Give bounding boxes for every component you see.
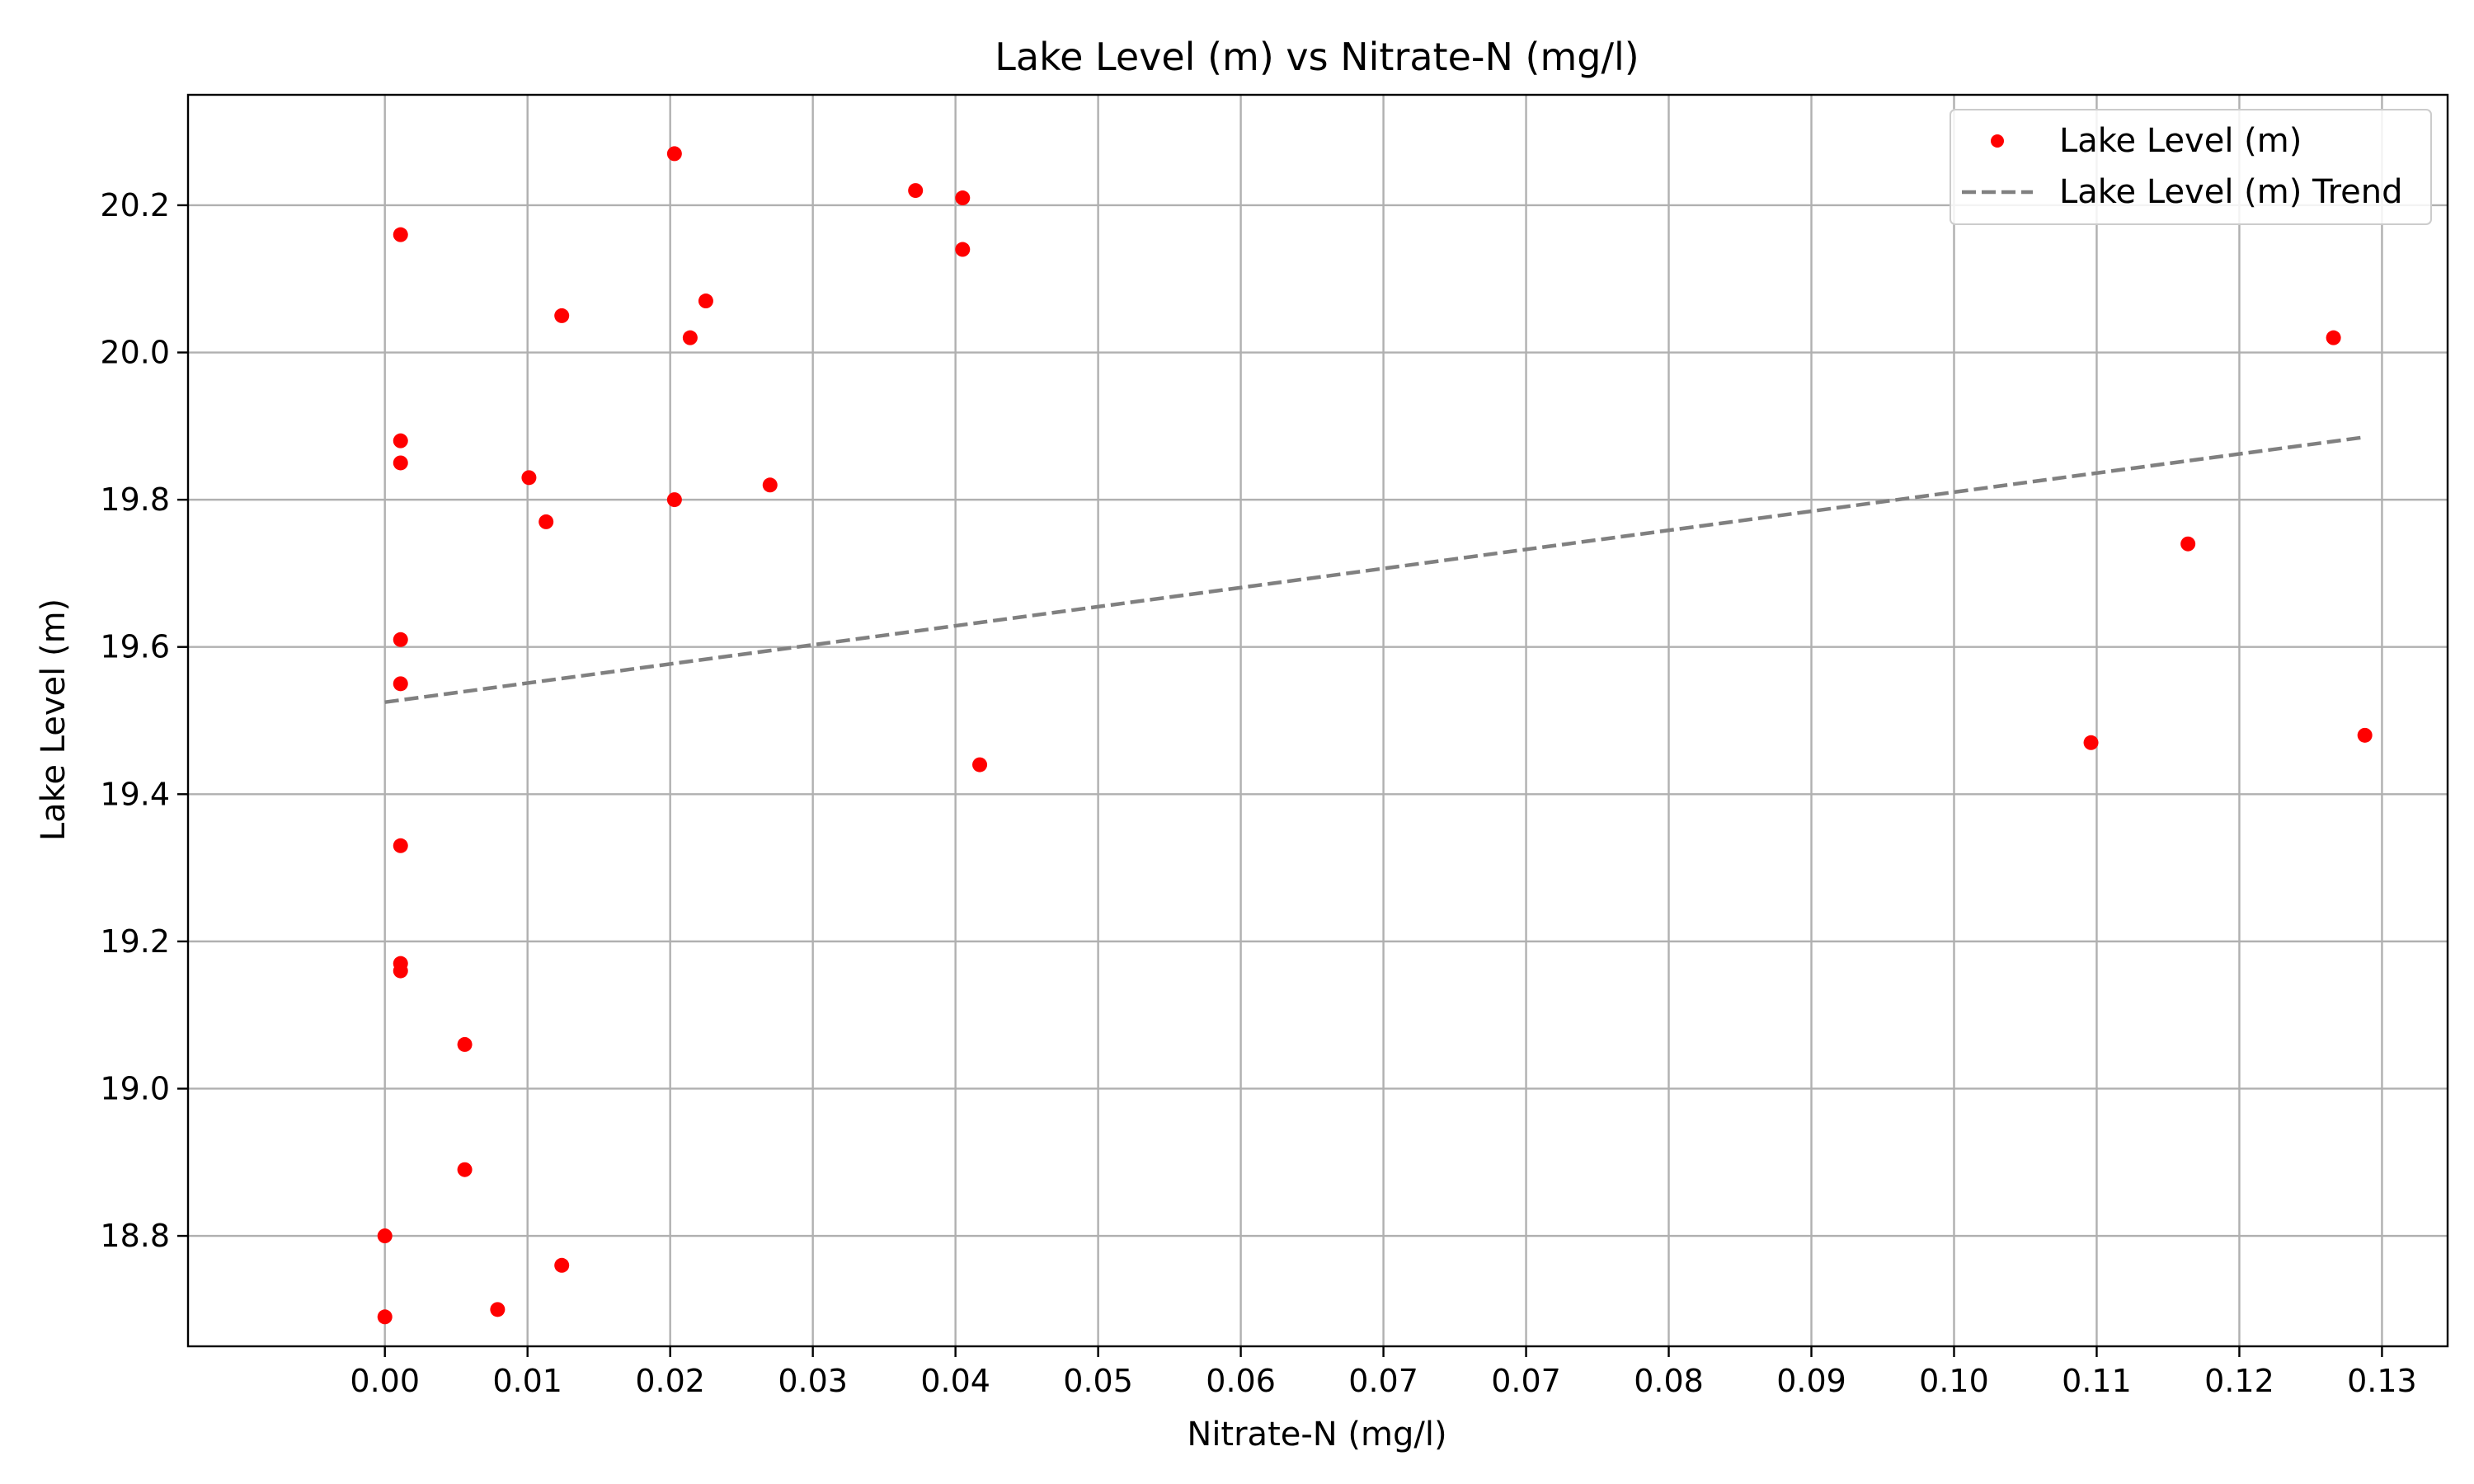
- x-tick-label: 0.06: [1206, 1363, 1276, 1399]
- legend-box: [1950, 109, 2432, 225]
- legend-label-scatter: Lake Level (m): [2059, 122, 2302, 160]
- scatter-point: [554, 308, 570, 323]
- legend: Lake Level (m) Lake Level (m) Trend: [1950, 109, 2432, 225]
- scatter-point: [393, 227, 408, 242]
- grid: [188, 95, 2448, 1346]
- x-tick-label: 0.08: [1634, 1363, 1704, 1399]
- scatter-point: [490, 1302, 506, 1317]
- scatter-point: [377, 1228, 393, 1244]
- x-tick-label: 0.11: [2062, 1363, 2132, 1399]
- y-tick-label: 19.8: [100, 481, 170, 518]
- y-tick-label: 19.6: [100, 629, 170, 665]
- scatter-point: [521, 470, 537, 486]
- scatter-point: [698, 294, 713, 309]
- scatter-point: [393, 676, 408, 692]
- y-tick-label: 19.2: [100, 923, 170, 960]
- scatter-point: [554, 1257, 570, 1273]
- scatter-point: [457, 1036, 473, 1052]
- y-tick-label: 19.4: [100, 776, 170, 812]
- scatter-point: [539, 514, 554, 529]
- x-tick-label: 0.01: [492, 1363, 562, 1399]
- y-tick-label: 19.0: [100, 1070, 170, 1106]
- scatter-point: [955, 190, 971, 206]
- scatter-point: [972, 757, 988, 773]
- scatter-point: [393, 455, 408, 471]
- x-tick-label: 0.10: [1919, 1363, 1989, 1399]
- scatter-point: [2357, 727, 2373, 743]
- legend-marker-scatter: [1991, 134, 2004, 148]
- y-tick-label: 20.0: [100, 335, 170, 371]
- x-tick-label: 0.13: [2347, 1363, 2417, 1399]
- x-tick-label: 0.12: [2204, 1363, 2274, 1399]
- scatter-point: [393, 632, 408, 647]
- scatter-point: [377, 1309, 393, 1325]
- scatter-point: [666, 492, 682, 508]
- trend-line: [384, 434, 2365, 704]
- x-tick-label: 0.04: [920, 1363, 990, 1399]
- trend-line-layer: [384, 434, 2365, 704]
- x-tick-label: 0.07: [1348, 1363, 1418, 1399]
- scatter-point: [393, 433, 408, 448]
- legend-label-trend: Lake Level (m) Trend: [2059, 173, 2403, 211]
- x-axis-label: Nitrate-N (mg/l): [1187, 1416, 1446, 1453]
- chart-title: Lake Level (m) vs Nitrate-N (mg/l): [995, 35, 1639, 79]
- scatter-point: [955, 242, 971, 257]
- scatter-point: [908, 183, 924, 199]
- x-tick-label: 0.03: [778, 1363, 848, 1399]
- scatter-point: [666, 146, 682, 162]
- x-axis-ticks: 0.00 0.01 0.02 0.03 0.04 0.05 0.06 0.07 0.07 0.08…: [350, 1346, 2417, 1399]
- scatter-point: [393, 963, 408, 979]
- scatter-point: [682, 330, 698, 345]
- x-tick-label: 0.02: [635, 1363, 705, 1399]
- y-tick-label: 20.2: [100, 187, 170, 223]
- scatter-points: [377, 146, 2373, 1325]
- scatter-point: [2083, 735, 2099, 750]
- scatter-point: [457, 1162, 473, 1177]
- y-tick-label: 18.8: [100, 1218, 170, 1254]
- plot-frame: [186, 93, 2449, 1348]
- y-axis-label: Lake Level (m): [35, 599, 73, 841]
- x-tick-label: 0.05: [1063, 1363, 1133, 1399]
- scatter-point: [393, 838, 408, 853]
- scatter-point: [762, 477, 778, 493]
- y-axis-ticks: 18.8 19.0 19.2 19.4 19.6 19.8 20.0 20.2: [100, 187, 188, 1254]
- x-tick-label: 0.07: [1491, 1363, 1561, 1399]
- x-tick-label: 0.09: [1776, 1363, 1846, 1399]
- scatter-point: [2180, 536, 2196, 552]
- x-tick-label: 0.00: [350, 1363, 420, 1399]
- scatter-point: [2326, 330, 2341, 345]
